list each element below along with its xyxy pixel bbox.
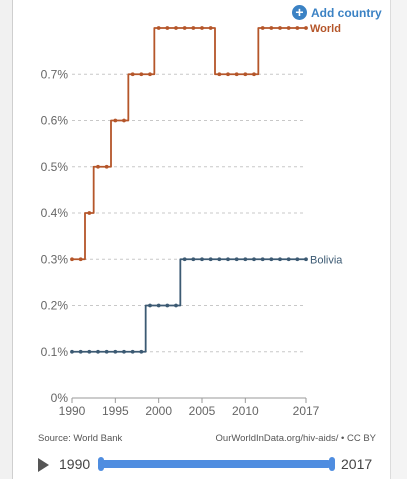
data-point-bolivia bbox=[234, 257, 239, 262]
data-point-world bbox=[286, 26, 291, 30]
data-point-bolivia bbox=[165, 303, 170, 308]
y-tick-label: 0.6% bbox=[41, 114, 69, 128]
data-point-bolivia bbox=[70, 349, 74, 354]
data-point-world bbox=[70, 257, 74, 262]
x-tick-label: 2000 bbox=[145, 404, 172, 418]
plus-icon: + bbox=[292, 5, 307, 20]
data-point-bolivia bbox=[200, 257, 204, 262]
add-country-button[interactable]: + Add country bbox=[292, 5, 382, 20]
series-line-world bbox=[72, 27, 306, 261]
data-point-bolivia bbox=[217, 257, 222, 262]
x-tick-label: 1995 bbox=[102, 404, 129, 418]
y-tick-label: 0.5% bbox=[41, 160, 69, 174]
data-point-world bbox=[139, 72, 144, 77]
data-point-world bbox=[174, 26, 178, 30]
timeline-start-year: 1990 bbox=[59, 456, 91, 472]
window-left-edge bbox=[0, 0, 12, 479]
timeline-start-handle[interactable] bbox=[98, 457, 104, 471]
data-point-bolivia bbox=[260, 257, 265, 262]
play-icon[interactable] bbox=[38, 458, 49, 472]
x-tick-label: 2017 bbox=[293, 404, 320, 418]
data-point-world bbox=[260, 26, 265, 30]
data-point-world bbox=[226, 72, 230, 77]
license-link[interactable]: OurWorldInData.org/hiv-aids/ • CC BY bbox=[215, 433, 376, 444]
data-point-bolivia bbox=[286, 257, 291, 262]
timeline-end-handle[interactable] bbox=[329, 457, 335, 471]
timeline-track[interactable] bbox=[100, 460, 332, 468]
data-point-world bbox=[304, 26, 308, 30]
data-point-world bbox=[182, 26, 187, 30]
data-point-bolivia bbox=[156, 303, 161, 308]
line-chart: 0% 0.1% 0.2% 0.3% 0.4% 0.5% 0.6% 0.7% 1990 1995 20… bbox=[41, 23, 344, 418]
data-point-bolivia bbox=[148, 303, 152, 308]
source-text: Source: World Bank bbox=[38, 433, 123, 444]
data-point-world bbox=[113, 118, 118, 123]
data-point-bolivia bbox=[130, 349, 135, 354]
x-tick-label: 1990 bbox=[59, 404, 86, 418]
data-point-world bbox=[130, 72, 135, 77]
data-point-world bbox=[269, 26, 274, 30]
series-label-world: World bbox=[310, 23, 341, 35]
data-point-bolivia bbox=[174, 303, 178, 308]
data-point-world bbox=[148, 72, 152, 77]
window-right-edge bbox=[391, 0, 407, 479]
data-point-world bbox=[252, 72, 256, 77]
data-point-bolivia bbox=[78, 349, 83, 354]
data-point-world bbox=[156, 26, 161, 30]
data-point-world bbox=[295, 26, 300, 30]
data-point-bolivia bbox=[208, 257, 213, 262]
timeline-end-year: 2017 bbox=[341, 456, 373, 472]
y-tick-label: 0.4% bbox=[41, 206, 69, 220]
data-point-world bbox=[234, 72, 239, 77]
data-point-bolivia bbox=[113, 349, 118, 354]
data-point-bolivia bbox=[252, 257, 256, 262]
y-tick-label: 0.7% bbox=[41, 67, 69, 81]
data-point-world bbox=[96, 164, 100, 169]
series-label-bolivia: Bolivia bbox=[310, 254, 343, 266]
data-point-bolivia bbox=[269, 257, 274, 262]
add-country-label: Add country bbox=[311, 5, 382, 20]
data-point-bolivia bbox=[243, 257, 248, 262]
data-point-bolivia bbox=[191, 257, 196, 262]
x-tick-label: 2005 bbox=[189, 404, 216, 418]
data-point-world bbox=[243, 72, 248, 77]
data-point-world bbox=[87, 211, 92, 215]
data-point-bolivia bbox=[87, 349, 92, 354]
data-point-world bbox=[165, 26, 170, 30]
data-point-bolivia bbox=[139, 349, 144, 354]
y-tick-label: 0.3% bbox=[41, 252, 69, 266]
data-point-bolivia bbox=[278, 257, 282, 262]
data-point-world bbox=[104, 164, 109, 169]
data-point-bolivia bbox=[226, 257, 230, 262]
data-point-world bbox=[208, 26, 213, 30]
data-point-world bbox=[191, 26, 196, 30]
data-point-bolivia bbox=[122, 349, 126, 354]
data-point-bolivia bbox=[96, 349, 100, 354]
window-right-border bbox=[390, 0, 391, 479]
data-point-bolivia bbox=[295, 257, 300, 262]
y-tick-label: 0.1% bbox=[41, 345, 69, 359]
data-point-bolivia bbox=[304, 257, 308, 262]
x-tick-label: 2010 bbox=[232, 404, 259, 418]
data-point-bolivia bbox=[104, 349, 109, 354]
data-point-world bbox=[200, 26, 204, 30]
timeline-slider[interactable]: 1990 2017 bbox=[38, 454, 378, 476]
data-point-world bbox=[78, 257, 83, 262]
data-point-world bbox=[278, 26, 282, 30]
data-point-bolivia bbox=[182, 257, 187, 262]
window-left-border bbox=[12, 0, 13, 479]
data-point-world bbox=[217, 72, 222, 77]
y-tick-label: 0.2% bbox=[41, 299, 69, 313]
data-point-world bbox=[122, 118, 126, 123]
y-tick-label: 0% bbox=[51, 391, 69, 405]
